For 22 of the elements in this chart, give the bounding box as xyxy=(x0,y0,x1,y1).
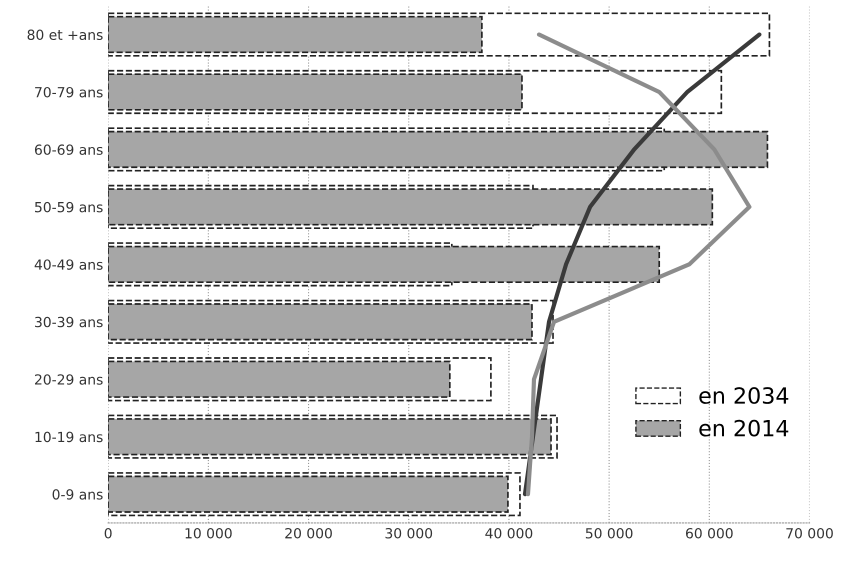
y-tick-label: 30-39 ans xyxy=(35,316,103,328)
x-tick-label: 70 000 xyxy=(786,528,833,539)
bar xyxy=(108,130,768,168)
y-tick-label: 80 et +ans xyxy=(28,30,103,40)
y-tick-label: 40-49 ans xyxy=(34,259,103,270)
bar xyxy=(108,188,714,226)
x-tick-label: 50 000 xyxy=(586,528,632,539)
x-tick-label: 30 000 xyxy=(386,528,432,539)
bar xyxy=(108,246,660,283)
x-tick-label: 20 000 xyxy=(285,528,332,539)
y-tick-label: 20-29 ans xyxy=(34,374,103,385)
y-tick-label: 60-69 ans xyxy=(34,144,103,155)
x-tick-label: 10 000 xyxy=(186,528,232,539)
y-tick-label: 50-59 ans xyxy=(35,202,103,212)
y-tick-label: 0-9 ans xyxy=(52,489,103,500)
x-tick-label: 0 xyxy=(104,528,112,539)
y-tick-label: 70-79 ans xyxy=(35,86,103,98)
x-tick-label: 60 000 xyxy=(686,528,733,539)
y-tick-label: 10-19 ans xyxy=(36,432,103,442)
legend-label: en 2014 xyxy=(699,420,788,437)
legend-label: en 2034 xyxy=(699,387,788,404)
x-tick-label: 40 000 xyxy=(485,528,532,539)
